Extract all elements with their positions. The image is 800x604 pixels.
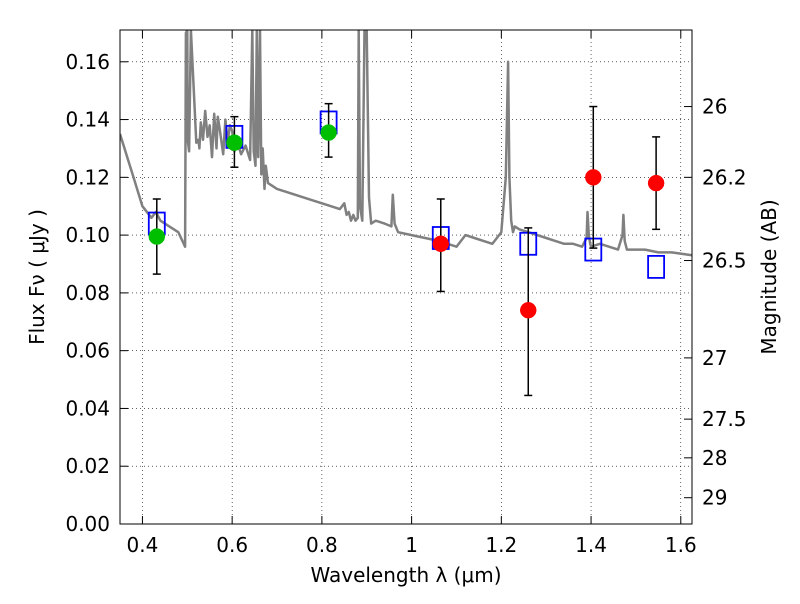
x-tick-label: 0.4 (127, 533, 159, 557)
y-tick-label: 0.06 (65, 339, 110, 363)
y-tick-label: 0.08 (65, 281, 110, 305)
right-tick-label: 26.5 (702, 249, 747, 273)
y-tick-label: 0.00 (65, 512, 110, 536)
y-tick-label: 0.16 (65, 50, 110, 74)
x-tick-label: 0.6 (216, 533, 248, 557)
data-point (226, 134, 243, 151)
data-point (585, 169, 602, 186)
right-tick-label: 26 (702, 95, 727, 119)
x-axis-label: Wavelength λ (μm) (310, 563, 501, 587)
model-spectrum-line (120, 30, 692, 257)
x-tick-label: 0.8 (306, 533, 338, 557)
ticks: 0.4 0.6 0.8 1 1.2 1.4 1.6 0.00 0.02 0.04 0.06 0.08 0… (65, 30, 747, 557)
y-axis-label-right: Magnitude (AB) (757, 199, 781, 354)
x-tick-label: 1.4 (575, 533, 607, 557)
y-axis-label: Flux Fν ( μJy ) (25, 209, 49, 345)
right-tick-label: 27.5 (702, 407, 747, 431)
y-tick-label: 0.14 (65, 108, 110, 132)
plot-area (120, 30, 692, 397)
data-point (647, 174, 665, 192)
x-tick-label: 1 (405, 533, 418, 557)
right-tick-label: 29 (702, 486, 727, 510)
axes-frame (119, 29, 693, 525)
data-point (432, 235, 450, 253)
y-tick-label: 0.04 (65, 396, 110, 420)
x-tick-label: 1.6 (665, 533, 697, 557)
right-tick-label: 27 (702, 346, 727, 370)
y-tick-label: 0.10 (65, 223, 110, 247)
y-tick-label: 0.02 (65, 454, 110, 478)
data-point (520, 301, 537, 319)
data-point (148, 228, 166, 245)
model-square-marker (647, 254, 666, 279)
y-tick-label: 0.12 (65, 165, 110, 189)
x-tick-label: 1.2 (485, 533, 517, 557)
right-tick-label: 26.2 (702, 165, 747, 189)
right-tick-label: 28 (702, 446, 727, 470)
data-point (320, 124, 337, 141)
